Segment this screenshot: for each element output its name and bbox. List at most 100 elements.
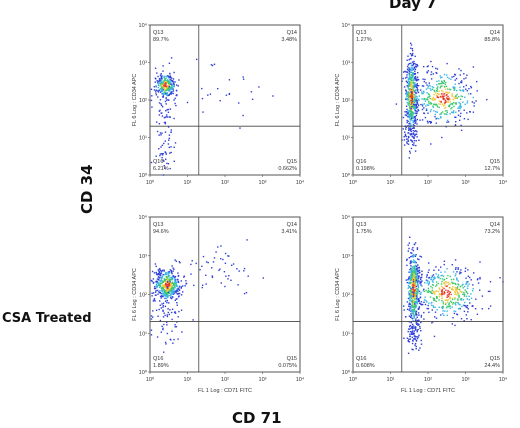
event-dot	[415, 96, 417, 98]
event-dot	[425, 108, 428, 110]
event-dot	[432, 106, 435, 109]
event-dot	[410, 267, 412, 270]
event-dot	[430, 102, 432, 104]
event-dot	[458, 106, 460, 108]
event-dot	[163, 91, 166, 93]
event-dot	[458, 288, 461, 291]
quadrant-name: Q15	[490, 356, 500, 362]
event-dot	[162, 93, 165, 96]
event-dot	[171, 278, 174, 281]
event-dot	[168, 286, 171, 288]
event-dot	[413, 266, 415, 268]
event-dot	[410, 99, 412, 102]
event-dot	[165, 289, 168, 291]
event-dot	[418, 334, 420, 336]
event-dot	[459, 298, 462, 300]
event-dot	[416, 97, 418, 100]
event-dot	[413, 330, 415, 332]
event-dot	[169, 294, 171, 297]
event-dot	[169, 93, 171, 95]
event-dot	[160, 88, 163, 91]
event-dot	[162, 285, 164, 287]
event-dot	[450, 300, 452, 302]
event-dot	[408, 89, 410, 91]
event-dot	[424, 100, 427, 102]
event-dot	[416, 101, 418, 104]
event-dot	[414, 292, 416, 294]
quadrant-percent: 3.41%	[281, 229, 297, 235]
event-dot	[441, 85, 443, 87]
event-dot	[421, 280, 423, 282]
event-dot	[161, 288, 163, 291]
event-dot	[414, 242, 417, 244]
event-dot	[166, 109, 168, 111]
event-dot	[466, 298, 468, 300]
event-dot	[225, 275, 227, 277]
event-dot	[408, 338, 410, 340]
event-dot	[165, 293, 167, 296]
event-dot	[414, 305, 416, 307]
quadrant-percent: 0.075%	[278, 363, 297, 369]
event-dot	[158, 278, 160, 280]
event-dot	[432, 73, 434, 75]
event-dot	[444, 271, 446, 273]
event-dot	[166, 162, 168, 165]
event-dot	[407, 116, 409, 118]
event-dot	[412, 130, 414, 132]
event-dot	[224, 285, 226, 288]
event-dot	[162, 95, 165, 97]
event-dot	[410, 260, 412, 263]
event-dot	[177, 274, 180, 277]
event-dot	[168, 302, 170, 304]
event-dot	[164, 82, 166, 85]
y-tick-label: 10²	[139, 293, 147, 299]
event-dot	[417, 79, 419, 81]
event-dot	[445, 303, 447, 305]
event-dot	[163, 279, 166, 281]
event-dot	[174, 286, 176, 288]
event-dot	[460, 124, 462, 127]
event-dot	[406, 65, 409, 68]
event-dot	[414, 82, 416, 84]
event-dot	[453, 102, 455, 104]
event-dot	[434, 299, 436, 302]
event-dot	[164, 121, 166, 124]
y-tick-label: 10²	[139, 98, 147, 104]
event-dot	[449, 88, 451, 91]
event-dot	[410, 130, 412, 132]
event-dot	[456, 277, 458, 279]
event-dot	[407, 77, 410, 79]
event-dot	[415, 278, 418, 280]
event-dot	[434, 293, 436, 295]
event-dot	[417, 91, 420, 94]
event-dot	[445, 94, 447, 97]
event-dot	[414, 105, 416, 108]
event-dot	[442, 282, 445, 284]
event-dot	[415, 312, 417, 314]
event-dot	[168, 271, 170, 273]
event-dot	[457, 302, 459, 304]
event-dot	[449, 113, 451, 115]
event-dot	[469, 111, 471, 113]
event-dot	[428, 290, 431, 293]
event-dot	[463, 86, 465, 88]
event-dot	[406, 108, 408, 111]
event-dot	[441, 294, 443, 296]
event-dot	[465, 314, 467, 316]
event-dot	[418, 99, 420, 101]
event-dot	[417, 286, 420, 289]
event-dot	[408, 257, 410, 259]
event-dot	[450, 103, 452, 105]
event-dot	[426, 120, 429, 122]
event-dot	[438, 299, 440, 301]
event-dot	[409, 268, 411, 271]
event-dots	[150, 239, 264, 353]
event-dot	[228, 255, 230, 257]
event-dot	[152, 292, 155, 294]
event-dot	[414, 134, 416, 136]
event-dot	[158, 79, 161, 82]
event-dot	[456, 93, 458, 96]
event-dot	[467, 275, 469, 277]
event-dot	[161, 295, 163, 298]
event-dot	[422, 78, 424, 80]
